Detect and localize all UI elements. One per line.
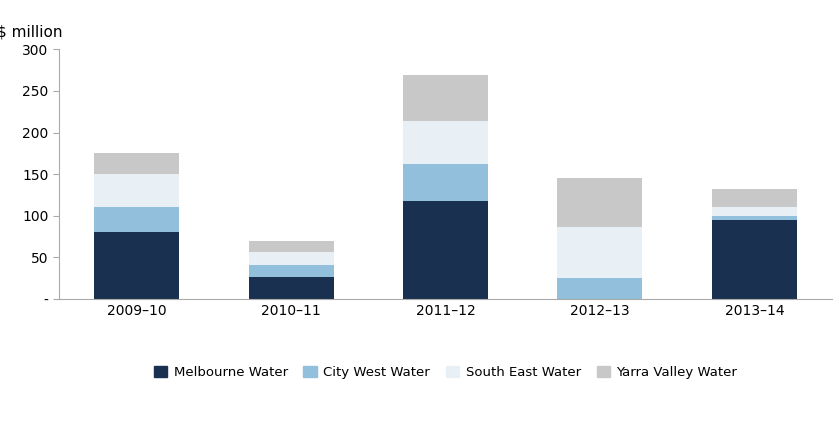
Bar	[712, 220, 797, 299]
Bar	[94, 207, 179, 233]
Bar	[248, 265, 334, 277]
Bar	[94, 153, 179, 174]
Bar	[94, 174, 179, 207]
Bar	[248, 252, 334, 265]
Text: $ million: $ million	[0, 24, 63, 39]
Bar	[557, 278, 643, 299]
Bar	[403, 75, 488, 121]
Bar	[403, 164, 488, 201]
Bar	[712, 216, 797, 220]
Bar	[557, 227, 643, 278]
Bar	[403, 201, 488, 299]
Bar	[557, 178, 643, 227]
Bar	[403, 121, 488, 164]
Legend: Melbourne Water, City West Water, South East Water, Yarra Valley Water: Melbourne Water, City West Water, South …	[149, 361, 743, 384]
Bar	[94, 233, 179, 299]
Bar	[248, 241, 334, 252]
Bar	[712, 207, 797, 216]
Bar	[248, 277, 334, 299]
Bar	[712, 189, 797, 207]
